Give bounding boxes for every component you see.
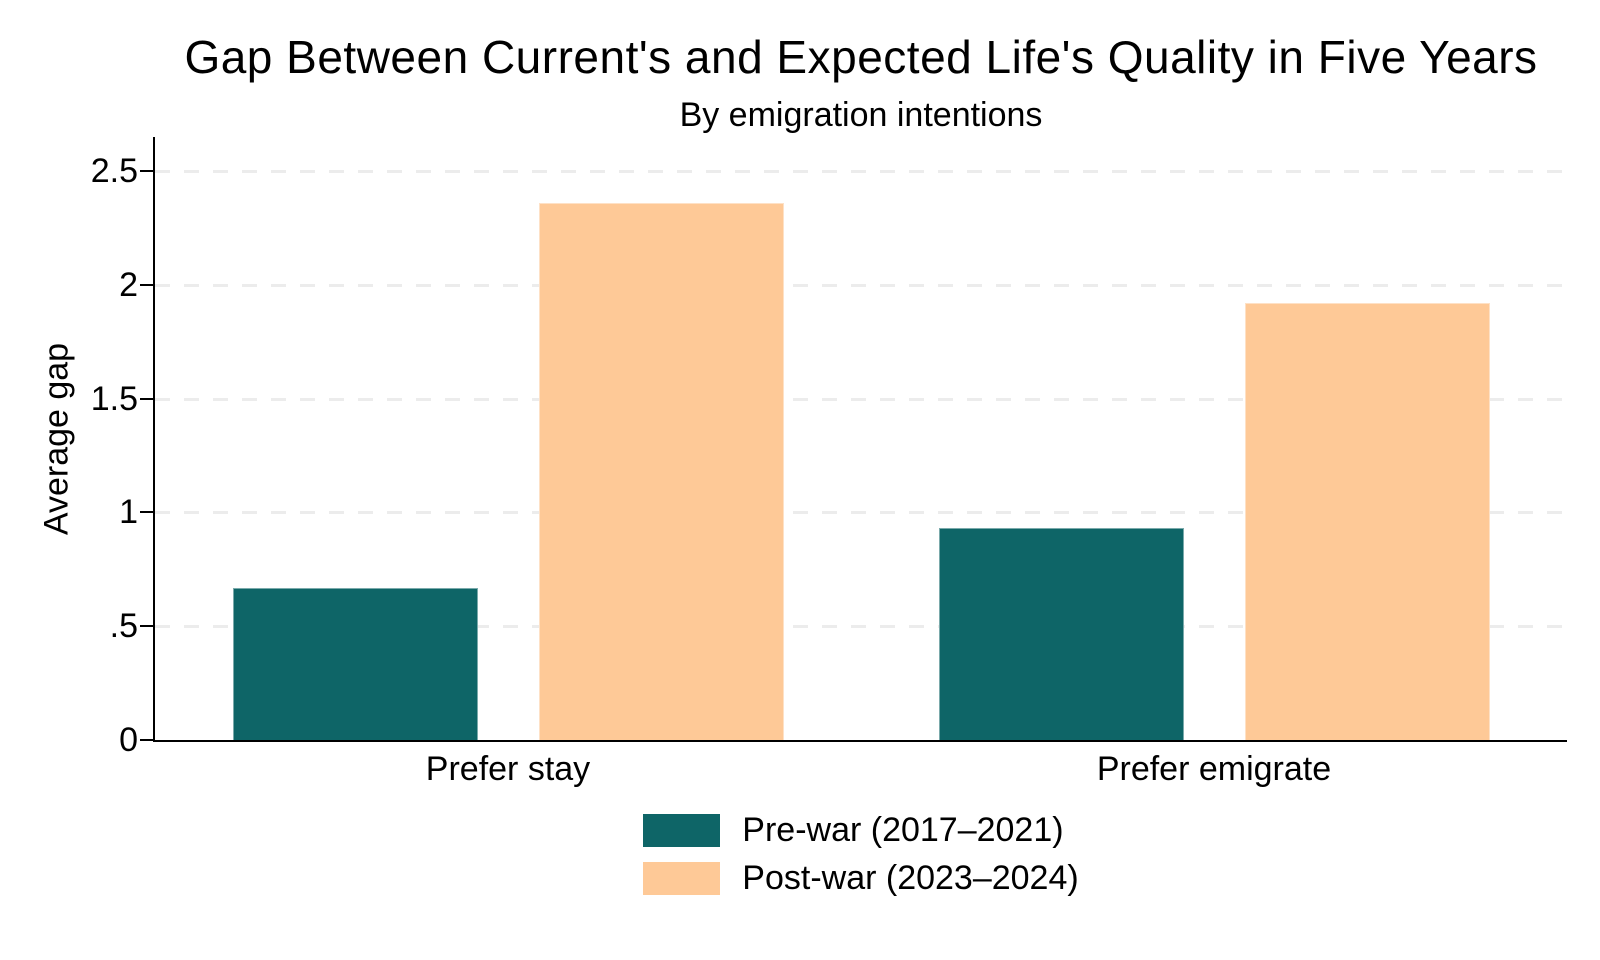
gridline (155, 283, 1567, 287)
legend-item-postwar: Post-war (2023–2024) (643, 859, 1079, 897)
bar-postwar-stay (538, 203, 784, 740)
x-category-label: Prefer emigrate (1096, 750, 1332, 788)
gridline (155, 170, 1567, 174)
bar-prewar-emigrate (938, 528, 1184, 740)
gridline (155, 397, 1567, 401)
legend-swatch-prewar-icon (643, 813, 721, 847)
bar-prewar-stay (232, 587, 478, 740)
y-tick-mark (140, 170, 153, 173)
y-tick-mark (140, 739, 153, 741)
y-tick-mark (140, 511, 153, 514)
legend-item-prewar: Pre-war (2017–2021) (643, 812, 1078, 848)
y-tick-mark (140, 625, 153, 628)
y-tick-label: 2.5 (90, 152, 138, 191)
legend-label-prewar: Pre-war (2017–2021) (742, 811, 1064, 849)
chart-subtitle: By emigration intentions (679, 96, 1043, 134)
y-tick-label: 0 (119, 721, 138, 759)
y-tick-label: 1.5 (90, 379, 138, 418)
y-tick-mark (140, 283, 153, 286)
y-tick-label: 2 (119, 265, 138, 304)
plot-area (153, 137, 1567, 742)
y-tick-mark (140, 397, 153, 400)
gridline (155, 625, 1567, 629)
legend-swatch-postwar-icon (643, 861, 721, 895)
y-tick-label: .5 (109, 607, 138, 646)
legend: Pre-war (2017–2021) Post-war (2023–2024) (155, 812, 1567, 896)
gridline (155, 511, 1567, 515)
legend-label-postwar: Post-war (2023–2024) (742, 859, 1079, 897)
legend-inner: Pre-war (2017–2021) Post-war (2023–2024) (643, 812, 1079, 897)
bar-postwar-emigrate (1244, 303, 1490, 740)
x-category-label: Prefer stay (425, 750, 591, 788)
y-tick-label: 1 (119, 493, 138, 532)
chart-title: Gap Between Current's and Expected Life'… (184, 31, 1538, 83)
